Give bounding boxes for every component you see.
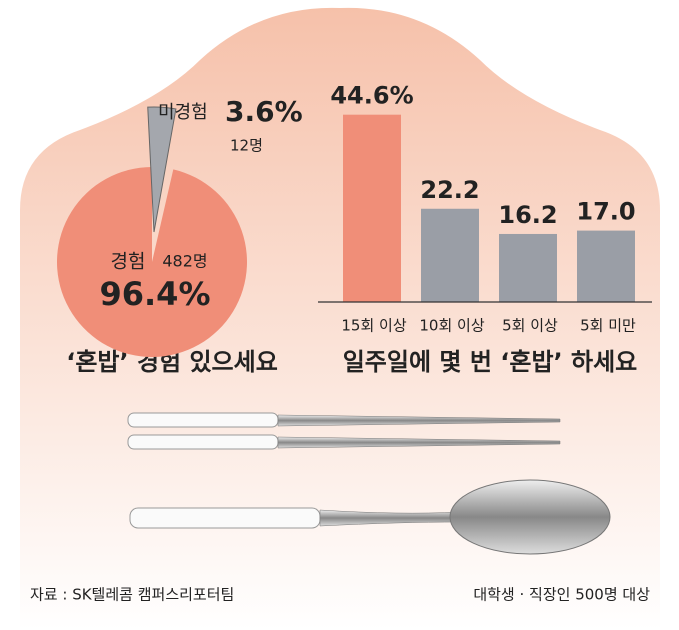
bar (421, 208, 479, 302)
category-label: 5회 미만 (580, 317, 636, 335)
bar-value-label: 44.6% (330, 82, 413, 110)
bar (499, 233, 557, 302)
bar-title: 일주일에 몇 번 ‘혼밥’ 하세요 (343, 348, 638, 376)
pie-label: 경험 (111, 251, 146, 273)
category-label: 15회 이상 (341, 317, 406, 335)
note: 대학생 · 직장인 500명 대상 (473, 586, 650, 604)
pie-count: 12명 (230, 137, 263, 155)
category-label: 10회 이상 (419, 317, 484, 335)
bar-value-label: 17.0 (576, 198, 635, 226)
source: 자료 : SK텔레콤 캠퍼스리포터팀 (30, 586, 234, 604)
pie-value: 96.4% (99, 275, 210, 313)
background-arch (20, 7, 660, 630)
bar (577, 230, 635, 302)
bar (343, 114, 401, 303)
bar-value-label: 22.2 (420, 176, 479, 204)
bar-value-label: 16.2 (498, 201, 557, 229)
pie-label: 미경험 (158, 102, 208, 123)
pie-slice (56, 167, 247, 357)
pie-value: 3.6% (225, 95, 303, 128)
utensils (127, 412, 611, 555)
pie-count: 482명 (162, 252, 207, 271)
pie-slice (147, 106, 177, 233)
category-label: 5회 이상 (502, 317, 558, 335)
